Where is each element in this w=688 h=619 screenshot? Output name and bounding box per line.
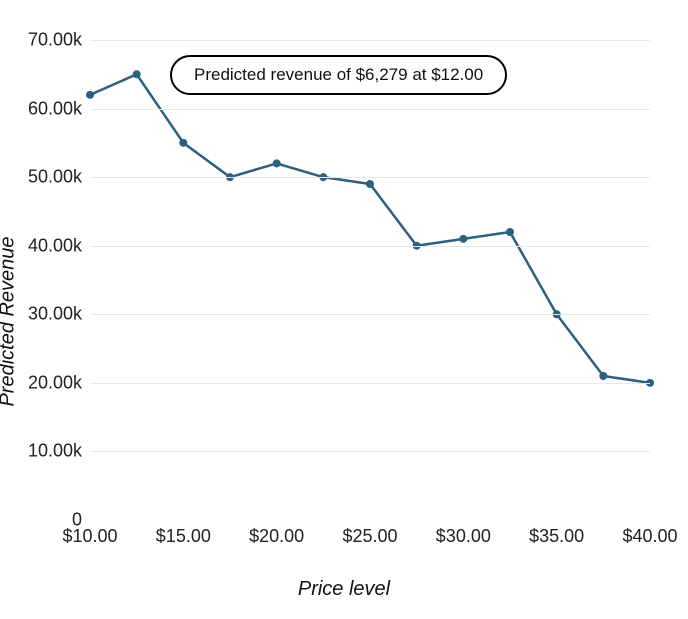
y-tick-label: 60.00k <box>28 98 90 119</box>
revenue-chart: Predicted Revenue Price level Predicted … <box>0 0 688 619</box>
y-tick-label: 20.00k <box>28 372 90 393</box>
y-tick-label: 50.00k <box>28 167 90 188</box>
grid-line <box>90 451 650 452</box>
series-marker <box>366 180 374 188</box>
x-axis-title: Price level <box>298 578 390 601</box>
series-marker <box>459 235 467 243</box>
series-marker <box>273 159 281 167</box>
grid-line <box>90 246 650 247</box>
y-tick-label: 70.00k <box>28 30 90 51</box>
y-tick-label: 40.00k <box>28 235 90 256</box>
x-tick-label: $15.00 <box>156 520 211 547</box>
series-marker <box>506 228 514 236</box>
y-axis-title: Predicted Revenue <box>0 236 20 406</box>
x-tick-label: $20.00 <box>249 520 304 547</box>
tooltip-pill: Predicted revenue of $6,279 at $12.00 <box>170 55 507 95</box>
x-tick-label: $35.00 <box>529 520 584 547</box>
series-line <box>90 74 650 383</box>
x-tick-label: $30.00 <box>436 520 491 547</box>
grid-line <box>90 177 650 178</box>
series-marker <box>599 372 607 380</box>
y-tick-label: 10.00k <box>28 441 90 462</box>
y-tick-label: 30.00k <box>28 304 90 325</box>
x-tick-label: $10.00 <box>62 520 117 547</box>
series-marker <box>133 70 141 78</box>
plot-area: Predicted revenue of $6,279 at $12.00 01… <box>90 40 650 520</box>
grid-line <box>90 383 650 384</box>
line-layer <box>90 40 650 520</box>
grid-line <box>90 109 650 110</box>
grid-line <box>90 40 650 41</box>
x-tick-label: $40.00 <box>622 520 677 547</box>
x-tick-label: $25.00 <box>342 520 397 547</box>
grid-line <box>90 314 650 315</box>
series-marker <box>179 139 187 147</box>
